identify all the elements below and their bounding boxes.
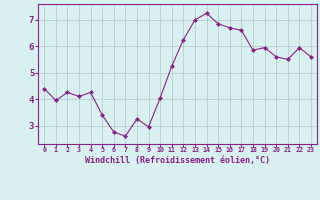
X-axis label: Windchill (Refroidissement éolien,°C): Windchill (Refroidissement éolien,°C) xyxy=(85,156,270,165)
